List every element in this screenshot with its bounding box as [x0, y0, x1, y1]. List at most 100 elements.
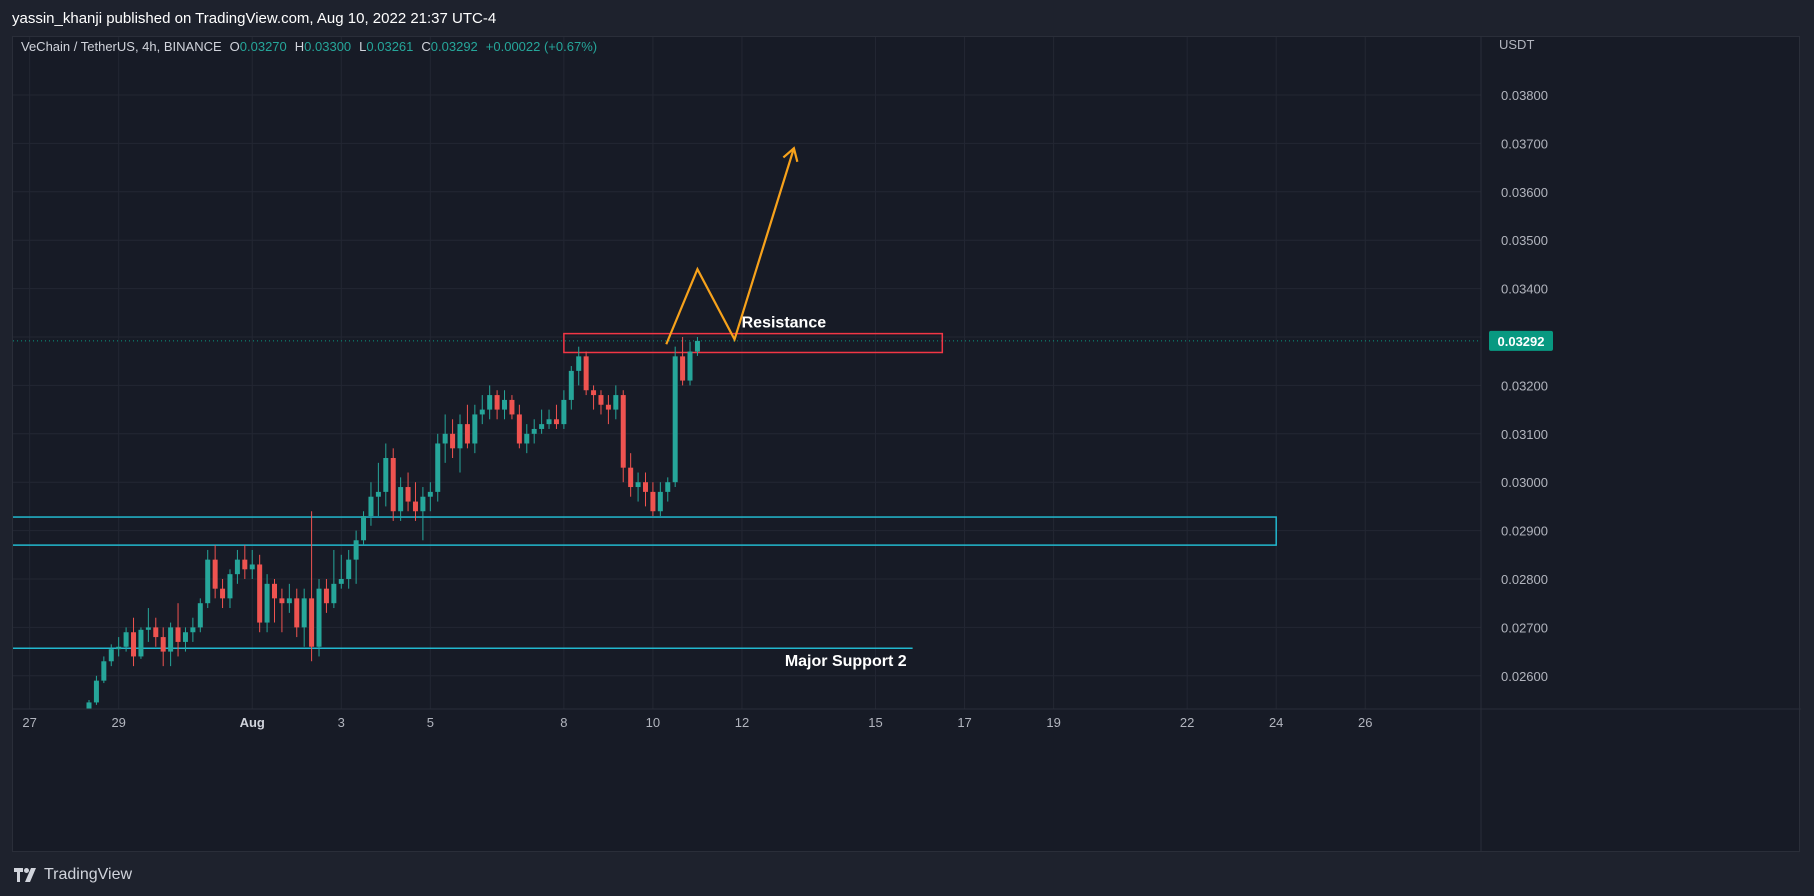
candle: [620, 390, 626, 483]
projection-arrow-head: [782, 146, 799, 163]
candle-body: [531, 428, 537, 434]
candle: [613, 385, 619, 420]
candle: [687, 341, 693, 386]
candle: [450, 419, 456, 458]
candle-body: [116, 646, 122, 650]
candle: [516, 404, 522, 449]
candle: [546, 409, 552, 429]
candle: [323, 579, 329, 613]
candle-body: [331, 583, 337, 604]
candle: [361, 511, 367, 546]
candle: [286, 583, 292, 613]
candle-body: [138, 629, 144, 657]
footer: TradingView: [0, 852, 1814, 896]
candle-body: [405, 487, 411, 502]
candle-body: [598, 395, 604, 405]
candle-body: [553, 419, 559, 425]
candle-body: [316, 588, 322, 647]
candle: [190, 617, 196, 642]
candle: [672, 346, 678, 488]
candle: [279, 588, 285, 633]
candle: [116, 637, 122, 657]
tradingview-logo[interactable]: TradingView: [14, 866, 132, 884]
candle: [398, 477, 404, 521]
candle-body: [620, 395, 626, 468]
candle-body: [650, 491, 656, 512]
candle-body: [205, 559, 211, 604]
time-tick-label: 27: [22, 715, 36, 730]
candle-body: [502, 399, 508, 410]
candle: [412, 482, 418, 521]
time-tick-label: 3: [338, 715, 345, 730]
candle-body: [457, 424, 463, 449]
candle: [561, 390, 567, 429]
candle-body: [539, 424, 545, 429]
candle-body: [420, 496, 426, 512]
candle-body: [687, 351, 693, 381]
candle-body: [576, 356, 582, 371]
candle-body: [190, 627, 196, 633]
candle-body: [494, 395, 500, 410]
legend-c-label: C: [421, 39, 430, 54]
candle-body: [390, 458, 396, 512]
candle: [212, 545, 218, 599]
candle: [368, 482, 374, 526]
candle: [123, 627, 129, 652]
price-tick-label: 0.03500: [1501, 233, 1548, 248]
time-tick-label: 29: [111, 715, 125, 730]
candle: [524, 424, 530, 454]
candle-body: [672, 356, 678, 483]
candle-body: [257, 564, 263, 623]
candle-body: [657, 491, 663, 512]
candle-body: [546, 419, 552, 425]
candle: [383, 443, 389, 507]
candle: [464, 404, 470, 449]
candlestick-chart[interactable]: Resistance Major Support 2 USDT 0.02600 0.02…: [13, 37, 1801, 853]
candle-body: [435, 443, 441, 492]
candle-body: [568, 370, 574, 400]
price-tick-label: 0.03400: [1501, 282, 1548, 297]
candle: [309, 511, 315, 662]
price-tick-label: 0.02800: [1501, 572, 1548, 587]
last-price-tag: [1489, 330, 1553, 351]
candle-body: [145, 627, 151, 630]
candle: [153, 617, 159, 647]
legend-change: +0.00022 (+0.67%): [486, 39, 597, 54]
chart-frame[interactable]: Resistance Major Support 2 USDT 0.02600 0.02…: [12, 36, 1801, 853]
candle: [138, 627, 144, 659]
candle: [197, 598, 203, 633]
candle: [472, 404, 478, 454]
time-tick-label: 22: [1180, 715, 1194, 730]
candle: [487, 385, 493, 420]
candle-body: [613, 395, 619, 410]
candle-body: [242, 559, 248, 570]
price-tick-label: 0.03600: [1501, 185, 1548, 200]
legend-o-value: 0.03270: [240, 39, 287, 54]
candle-body: [353, 540, 359, 560]
candle-body: [442, 433, 448, 444]
candle: [145, 608, 151, 642]
legend-o-label: O: [230, 39, 240, 54]
tradingview-brand-text: TradingView: [44, 866, 133, 883]
candle-body: [450, 433, 456, 449]
candle: [353, 530, 359, 584]
legend-c-value: 0.03292: [431, 39, 478, 54]
candle: [175, 603, 181, 657]
candle: [650, 482, 656, 517]
candle: [457, 414, 463, 473]
candle: [435, 433, 441, 502]
candle: [680, 337, 686, 386]
candle-body: [220, 588, 226, 599]
last-price-label: 0.03292: [1498, 334, 1545, 349]
candle-body: [665, 482, 671, 492]
candle: [665, 477, 671, 502]
candle: [494, 390, 500, 420]
price-tick-label: 0.03100: [1501, 427, 1548, 442]
candle: [553, 404, 559, 429]
candle: [598, 390, 604, 415]
candle: [390, 448, 396, 521]
candle: [220, 579, 226, 609]
candle-body: [131, 632, 137, 657]
candle: [234, 549, 240, 584]
candle-body: [680, 356, 686, 381]
